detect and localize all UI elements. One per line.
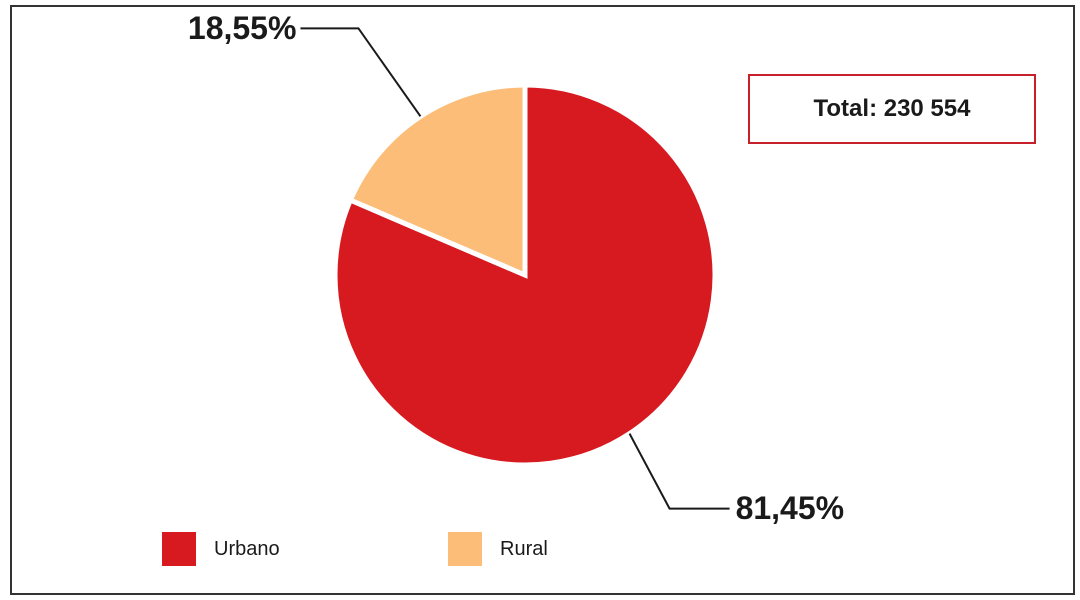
legend-item-urbano: Urbano [162, 532, 280, 566]
total-annotation: Total: 230 554 [813, 95, 971, 122]
legend-label-urbano: Urbano [214, 537, 280, 560]
legend: Urbano Rural [0, 532, 1080, 566]
legend-item-rural: Rural [448, 532, 548, 566]
legend-label-rural: Rural [500, 537, 548, 560]
legend-swatch-rural [448, 532, 482, 566]
legend-swatch-urbano [162, 532, 196, 566]
leader-line-urbano [628, 433, 730, 510]
data-label-urbano: 81,45% [736, 490, 845, 526]
total-annotation-box: Total: 230 554 [748, 74, 1036, 144]
data-label-rural: 18,55% [188, 10, 297, 46]
leader-line-rural [300, 27, 422, 117]
